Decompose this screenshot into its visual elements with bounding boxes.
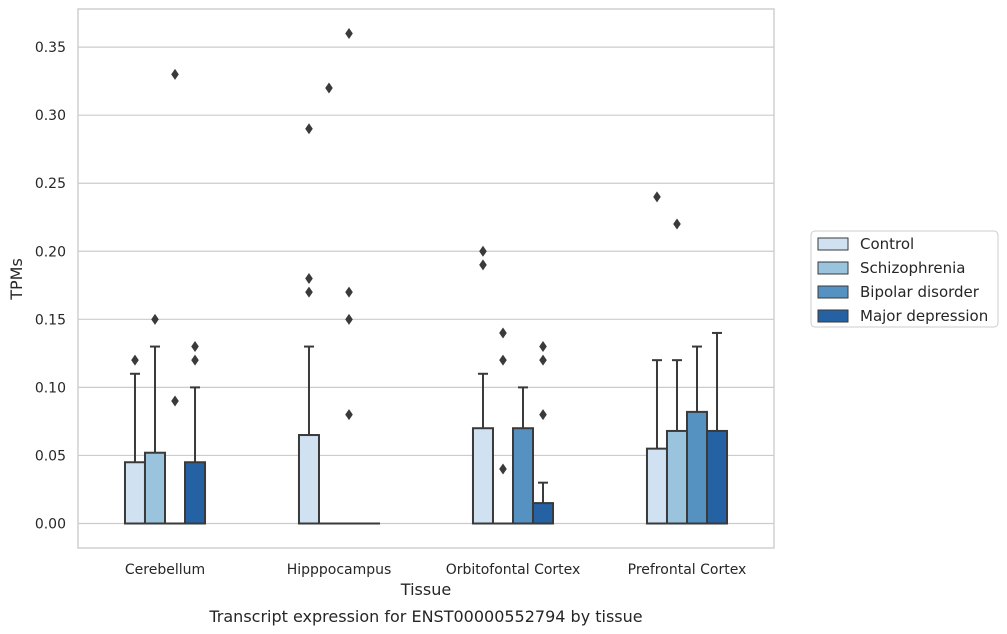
outlier-point [325, 82, 333, 94]
y-tick-label: 0.35 [35, 40, 66, 56]
y-tick-label: 0.00 [35, 517, 66, 533]
y-tick-label: 0.05 [35, 448, 66, 464]
box-group [143, 313, 167, 525]
legend-label: Major depression [860, 307, 988, 325]
legend-label: Control [860, 235, 914, 253]
chart-caption: Transcript expression for ENST0000055279… [208, 607, 642, 626]
x-tick-labels: Cerebellum Hipppocampus Orbitofontal Corte… [125, 562, 746, 578]
x-axis-title: Tissue [400, 580, 451, 599]
outlier-point [191, 341, 199, 353]
box-group [471, 245, 494, 525]
outlier-point [345, 28, 353, 39]
box [686, 410, 709, 525]
outlier-point [479, 259, 487, 271]
x-tick-label: Cerebellum [125, 562, 205, 578]
box [123, 461, 146, 525]
legend-label: Schizophrenia [860, 259, 965, 277]
outlier-point [673, 218, 681, 230]
box [645, 447, 668, 525]
box-group [532, 341, 555, 525]
outlier-point [345, 313, 353, 325]
outlier-point [539, 341, 547, 353]
outlier-point [539, 409, 547, 421]
legend-swatch [817, 237, 849, 251]
y-tick-label: 0.30 [35, 108, 66, 124]
outlier-point [131, 354, 139, 366]
outlier-point [499, 463, 507, 475]
box [706, 429, 729, 525]
y-axis-title: TPMs [7, 258, 26, 301]
box [471, 427, 494, 525]
box [532, 502, 555, 525]
outlier-point [305, 273, 313, 284]
legend-swatch [817, 309, 849, 323]
legend: Control Schizophrenia Bipolar disorder Majo… [810, 230, 999, 328]
outlier-point [345, 286, 353, 298]
box-series [123, 28, 729, 525]
outlier-point [171, 395, 179, 407]
y-tick-label: 0.25 [35, 176, 66, 192]
legend-swatch [817, 261, 849, 275]
legend-swatch [817, 285, 849, 299]
y-tick-label: 0.10 [35, 380, 66, 396]
box [512, 427, 535, 525]
outlier-point [499, 354, 507, 366]
y-tick-label: 0.15 [35, 312, 66, 328]
y-tick-labels: 0.00 0.05 0.10 0.15 0.20 0.25 0.30 0.35 [35, 40, 66, 532]
outlier-point [539, 354, 547, 366]
plot-frame [77, 8, 775, 549]
outlier-point [171, 68, 179, 80]
box-group [297, 123, 320, 525]
legend-frame [810, 230, 999, 328]
x-tick-label: Prefrontal Cortex [628, 562, 747, 578]
box [665, 429, 688, 525]
x-tick-label: Hipppocampus [287, 562, 392, 578]
legend-label: Bipolar disorder [860, 283, 980, 301]
box-group [184, 341, 207, 525]
outlier-point [305, 123, 313, 135]
box-group [512, 386, 535, 525]
outlier-point [499, 327, 507, 339]
y-tick-label: 0.20 [35, 244, 66, 260]
box [297, 434, 320, 525]
x-tick-label: Orbitofontal Cortex [446, 562, 581, 578]
box-group [665, 218, 688, 525]
outlier-point [305, 286, 313, 298]
box [143, 451, 167, 525]
box-group [706, 331, 729, 525]
outlier-point [479, 245, 487, 257]
outlier-point [191, 354, 199, 366]
outlier-point [151, 313, 159, 325]
outlier-point [653, 191, 661, 203]
outlier-point [345, 409, 353, 421]
box [184, 461, 207, 525]
